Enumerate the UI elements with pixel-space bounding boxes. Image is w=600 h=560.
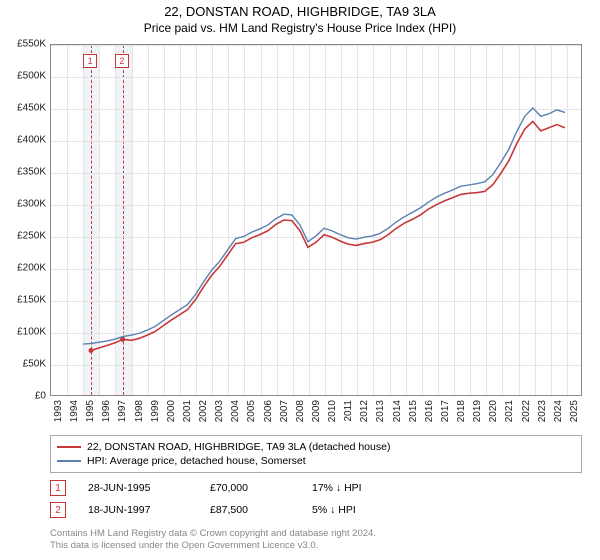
marker-box-1: 1	[83, 54, 97, 68]
event-delta-1: 17% ↓ HPI	[312, 482, 362, 494]
x-axis-label: 2006	[263, 400, 274, 430]
x-axis-label: 2012	[359, 400, 370, 430]
x-axis-label: 2007	[279, 400, 290, 430]
x-axis-label: 2024	[553, 400, 564, 430]
x-axis-label: 1995	[85, 400, 96, 430]
x-axis-label: 2025	[569, 400, 580, 430]
x-axis-label: 1996	[101, 400, 112, 430]
event-row-2: 2 18-JUN-1997 £87,500 5% ↓ HPI	[50, 502, 582, 518]
chart-title: 22, DONSTAN ROAD, HIGHBRIDGE, TA9 3LA	[0, 0, 600, 19]
chart-subtitle: Price paid vs. HM Land Registry's House …	[0, 19, 600, 41]
x-axis-label: 2021	[504, 400, 515, 430]
x-axis-label: 2005	[246, 400, 257, 430]
y-axis-label: £100K	[6, 327, 46, 338]
x-axis-label: 1998	[134, 400, 145, 430]
legend-swatch-1	[57, 446, 81, 448]
y-axis-label: £200K	[6, 263, 46, 274]
y-axis-label: £550K	[6, 39, 46, 50]
y-axis-label: £300K	[6, 199, 46, 210]
x-axis-label: 2008	[295, 400, 306, 430]
x-axis-label: 2017	[440, 400, 451, 430]
series-hpi	[83, 108, 565, 344]
event-date-1: 28-JUN-1995	[88, 482, 188, 494]
y-axis-label: £150K	[6, 295, 46, 306]
event-price-1: £70,000	[210, 482, 290, 494]
x-axis-label: 2022	[521, 400, 532, 430]
event-marker-1: 1	[50, 480, 66, 496]
x-axis-label: 2016	[424, 400, 435, 430]
y-axis-label: £350K	[6, 167, 46, 178]
series-price_paid	[91, 121, 565, 350]
x-axis-label: 2013	[375, 400, 386, 430]
legend-box: 22, DONSTAN ROAD, HIGHBRIDGE, TA9 3LA (d…	[50, 435, 582, 473]
event-date-2: 18-JUN-1997	[88, 504, 188, 516]
x-axis-label: 2000	[166, 400, 177, 430]
credits-line-2: This data is licensed under the Open Gov…	[50, 540, 318, 551]
x-axis-label: 2014	[392, 400, 403, 430]
x-axis-label: 1997	[117, 400, 128, 430]
credits: Contains HM Land Registry data © Crown c…	[50, 528, 582, 552]
marker-box-2: 2	[115, 54, 129, 68]
x-axis-label: 2019	[472, 400, 483, 430]
plot-area	[50, 44, 582, 396]
event-delta-2: 5% ↓ HPI	[312, 504, 356, 516]
x-axis-label: 1999	[150, 400, 161, 430]
y-axis-label: £500K	[6, 71, 46, 82]
event-row-1: 1 28-JUN-1995 £70,000 17% ↓ HPI	[50, 480, 582, 496]
x-axis-label: 2018	[456, 400, 467, 430]
event-price-2: £87,500	[210, 504, 290, 516]
chart-container: 22, DONSTAN ROAD, HIGHBRIDGE, TA9 3LA Pr…	[0, 0, 600, 560]
legend-label-1: 22, DONSTAN ROAD, HIGHBRIDGE, TA9 3LA (d…	[87, 441, 390, 453]
y-axis-label: £250K	[6, 231, 46, 242]
y-axis-label: £450K	[6, 103, 46, 114]
x-axis-label: 2011	[343, 400, 354, 430]
x-axis-label: 1993	[53, 400, 64, 430]
x-axis-label: 2003	[214, 400, 225, 430]
plot-svg	[51, 45, 581, 395]
x-axis-label: 2015	[408, 400, 419, 430]
legend-row-1: 22, DONSTAN ROAD, HIGHBRIDGE, TA9 3LA (d…	[57, 440, 575, 454]
credits-line-1: Contains HM Land Registry data © Crown c…	[50, 528, 376, 539]
x-axis-label: 2009	[311, 400, 322, 430]
x-axis-label: 2023	[537, 400, 548, 430]
y-axis-label: £400K	[6, 135, 46, 146]
x-axis-label: 2001	[182, 400, 193, 430]
data-point-marker	[89, 348, 94, 353]
legend-row-2: HPI: Average price, detached house, Some…	[57, 454, 575, 468]
x-axis-label: 2020	[488, 400, 499, 430]
x-axis-label: 2010	[327, 400, 338, 430]
x-axis-label: 2002	[198, 400, 209, 430]
x-axis-label: 2004	[230, 400, 241, 430]
x-axis-label: 1994	[69, 400, 80, 430]
legend-label-2: HPI: Average price, detached house, Some…	[87, 455, 306, 467]
event-marker-2: 2	[50, 502, 66, 518]
y-axis-label: £0	[6, 391, 46, 402]
y-axis-label: £50K	[6, 359, 46, 370]
legend-swatch-2	[57, 460, 81, 462]
